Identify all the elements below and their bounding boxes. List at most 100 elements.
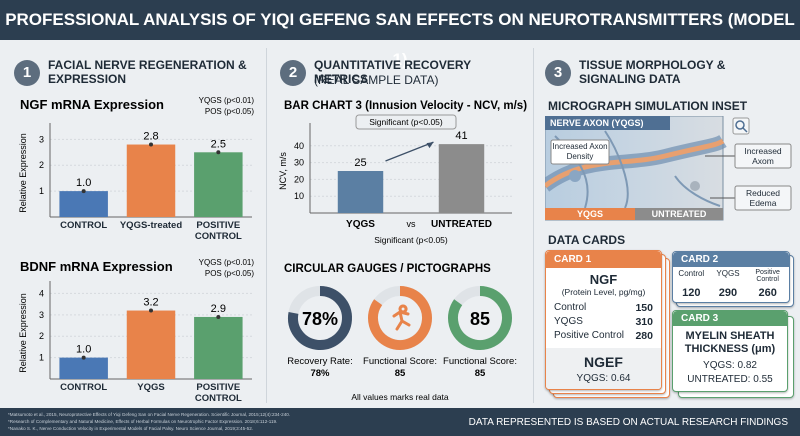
references: *Matsumoto et al., 2015, Neuroprotective… bbox=[8, 411, 448, 432]
annotation: Significant (p<0.05) bbox=[374, 235, 448, 245]
bar bbox=[59, 357, 108, 379]
card-grid: Control 120 YQGS 290 Positive Control 260 bbox=[673, 269, 789, 299]
value-label: 3.2 bbox=[143, 297, 158, 309]
chart-title: CIRCULAR GAUGES / PICTOGRAPHS bbox=[284, 263, 491, 275]
gauge-arc bbox=[368, 286, 432, 350]
micrograph-bg bbox=[545, 116, 724, 221]
y-tick-label: 4 bbox=[39, 288, 44, 298]
bar bbox=[194, 152, 243, 217]
col-label: Positive Control bbox=[755, 269, 780, 283]
row-label: Positive Control bbox=[554, 330, 625, 341]
bar-marker bbox=[81, 189, 86, 194]
extra-value: YQGS: 0.64 bbox=[576, 373, 631, 384]
pictograph bbox=[392, 304, 411, 331]
col-value: 290 bbox=[718, 287, 738, 299]
label-box: YQGS-treated bbox=[119, 220, 183, 231]
section-number: 3 bbox=[545, 60, 571, 86]
section-subtitle: (REAL SAMPLE DATA) bbox=[314, 73, 439, 87]
gauge-caption: Functional Score: bbox=[363, 356, 437, 367]
y-axis-label: Relative Expression bbox=[18, 293, 28, 373]
col-label: YQGS bbox=[716, 269, 740, 278]
inset-label: NERVE AXON (YQGS) bbox=[550, 118, 644, 128]
annotation-box bbox=[355, 114, 457, 130]
gauge-caption: Recovery Rate: bbox=[287, 356, 352, 367]
x-tick-label: UNTREATED bbox=[431, 219, 492, 230]
bar-marker bbox=[216, 314, 221, 319]
reference: *Research of Complementary and Natural M… bbox=[8, 419, 278, 424]
annotation: Significant (p<0.05) bbox=[369, 117, 443, 127]
card-row: Control 150 bbox=[546, 302, 661, 316]
value-label: 41 bbox=[455, 130, 467, 142]
card: CARD 2 Control 120 YQGS 290 Positive Contr… bbox=[672, 251, 790, 303]
bar-marker bbox=[216, 150, 221, 155]
row-value: 280 bbox=[635, 330, 653, 342]
card-extra: NGEF YQGS: 0.64 bbox=[546, 348, 661, 389]
card-label: CARD 2 bbox=[673, 252, 789, 267]
zoom-icon bbox=[735, 120, 745, 130]
section-number: 2 bbox=[280, 60, 306, 86]
col-value: 120 bbox=[682, 287, 701, 299]
legend-bar bbox=[545, 208, 635, 220]
x-tick-label: POSITIVE CONTROL bbox=[194, 382, 242, 404]
y-tick-label: 30 bbox=[294, 158, 304, 168]
card-title: MYELIN SHEATH THICKNESS (μm) bbox=[684, 330, 776, 355]
arrow bbox=[385, 141, 434, 162]
cell bbox=[569, 170, 581, 182]
chart: BAR CHART 3 (Innusion Velocity - NCV, m/… bbox=[278, 100, 527, 245]
card-row: YQGS 310 bbox=[546, 316, 661, 330]
callout: Increased Axon Density bbox=[552, 142, 608, 161]
bar bbox=[438, 144, 485, 213]
label-box: POSITIVE CONTROL bbox=[194, 220, 242, 242]
section-title: FACIAL NERVE REGENERATION & EXPRESSION bbox=[48, 58, 247, 86]
bar bbox=[194, 316, 243, 379]
gauge-caption-value: 78% bbox=[310, 368, 330, 379]
section-title: TISSUE MORPHOLOGY & SIGNALING DATA bbox=[579, 58, 726, 86]
gauge-caption: Functional Score: bbox=[443, 356, 517, 367]
inset-label-bg bbox=[545, 116, 670, 130]
x-tick-label: YQGS bbox=[346, 219, 375, 230]
card: CARD 1 NGF (Protein Level, pg/mg) Contro… bbox=[545, 250, 662, 390]
legend-label: UNTREATED bbox=[652, 209, 707, 219]
chart: BDNF mRNA Expression YQGS (p<0.01) POS (p<… bbox=[18, 258, 255, 404]
gauge-arc bbox=[448, 286, 512, 350]
zoom-icon bbox=[742, 127, 748, 133]
card-col: YQGS 290 bbox=[711, 269, 745, 299]
chart-title: NGF mRNA Expression bbox=[20, 97, 164, 112]
callout-box bbox=[734, 185, 792, 211]
divider bbox=[266, 48, 267, 403]
footer: *Matsumoto et al., 2015, Neuroprotective… bbox=[0, 408, 800, 436]
annotation: POS (p<0.05) bbox=[205, 107, 254, 116]
label-box: CONTROL bbox=[60, 382, 107, 393]
label-box: CONTROL bbox=[60, 220, 108, 231]
card: CARD 3 MYELIN SHEATH THICKNESS (μm) YQGS… bbox=[672, 310, 788, 392]
callout: Reduced Edema bbox=[745, 188, 781, 208]
annotation: YQGS (p<0.01) bbox=[199, 96, 255, 105]
header: PROFESSIONAL ANALYSIS OF YIQI GEFENG SAN… bbox=[0, 0, 800, 69]
x-tick-label: YQGS-treated bbox=[119, 220, 183, 231]
chart: CIRCULAR GAUGES / PICTOGRAPHS 78%Recovery… bbox=[284, 263, 517, 402]
card-title: NGF bbox=[589, 272, 618, 287]
card-col: Positive Control 260 bbox=[748, 269, 788, 299]
card-col: Control 120 bbox=[674, 269, 708, 299]
x-tick-label: YQGS bbox=[137, 382, 165, 393]
extra-title: NGEF bbox=[584, 354, 623, 370]
y-tick-label: 1 bbox=[39, 353, 44, 363]
card-row: Positive Control 280 bbox=[546, 330, 661, 344]
y-tick-label: 10 bbox=[294, 191, 304, 201]
y-tick-label: 3 bbox=[39, 310, 44, 320]
annotation: YQGS (p<0.01) bbox=[199, 258, 255, 267]
x-tick-label: CONTROL bbox=[60, 220, 108, 231]
divider bbox=[533, 48, 534, 403]
micrograph: NERVE AXON (YQGS) Increased Axon Density… bbox=[545, 116, 792, 221]
arrow-head bbox=[426, 142, 434, 149]
chart: NGF mRNA Expression YQGS (p<0.01) POS (p<0… bbox=[18, 96, 255, 242]
x-tick-label: POSITIVE CONTROL bbox=[194, 220, 242, 242]
y-tick-label: 40 bbox=[294, 141, 304, 151]
micrograph-title: MICROGRAPH SIMULATION INSET bbox=[548, 99, 748, 113]
legend-bar bbox=[635, 208, 723, 220]
callout-box bbox=[734, 143, 792, 169]
card-row: YQGS: 0.82 bbox=[703, 360, 757, 371]
bar bbox=[59, 191, 108, 217]
row-value: 310 bbox=[635, 316, 653, 328]
